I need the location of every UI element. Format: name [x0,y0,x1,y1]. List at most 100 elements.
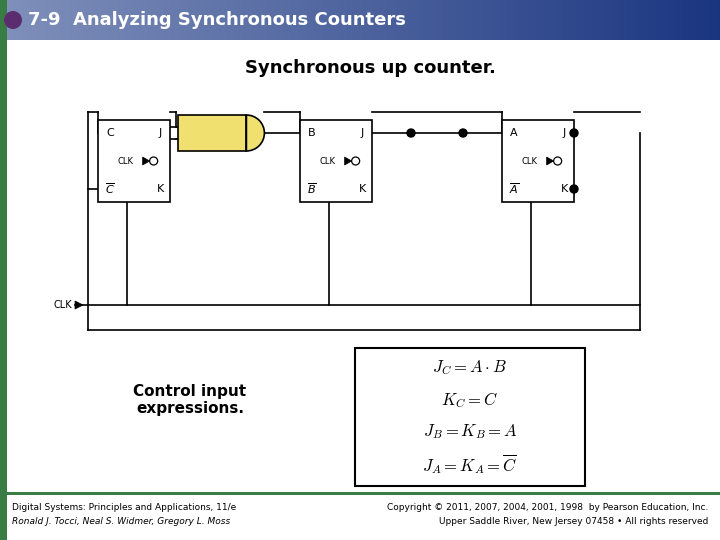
Bar [259,0,263,40]
Bar [513,0,517,40]
Bar [372,0,375,40]
Bar [369,0,373,40]
Bar [333,0,337,40]
Bar [528,0,531,40]
Bar [427,0,431,40]
Bar [185,0,188,40]
Bar [643,0,647,40]
Bar [619,0,623,40]
Bar [166,0,169,40]
Bar [120,0,123,40]
Bar [91,0,94,40]
Bar [230,0,234,40]
Bar [715,0,719,40]
Bar [648,0,652,40]
Bar [706,0,709,40]
Bar [156,0,159,40]
Bar [221,0,224,40]
Bar [9,0,13,40]
Bar [45,0,49,40]
Bar [43,0,47,40]
Bar [240,0,243,40]
Bar [322,0,325,40]
Bar [511,0,515,40]
Bar [405,0,409,40]
Text: J: J [361,128,364,138]
Bar [569,0,572,40]
Bar [444,0,447,40]
Bar [266,0,270,40]
Bar [410,0,414,40]
Bar [639,0,642,40]
Bar [108,0,112,40]
Bar [367,0,371,40]
Bar [562,0,565,40]
Bar [374,0,378,40]
Bar [279,0,282,40]
Bar [463,0,467,40]
Bar [434,0,438,40]
Bar [703,0,706,40]
Bar [477,0,481,40]
Text: J: J [158,128,161,138]
Bar [161,0,164,40]
Bar [58,0,61,40]
Text: K: K [560,184,567,194]
Bar [34,0,37,40]
Bar [36,0,40,40]
Text: Ronald J. Tocci, Neal S. Widmer, Gregory L. Moss: Ronald J. Tocci, Neal S. Widmer, Gregory… [12,517,230,526]
Bar [271,0,274,40]
Bar [38,0,42,40]
Bar [590,0,594,40]
Bar [557,0,560,40]
Bar [293,0,296,40]
Bar [598,0,601,40]
Text: 7-9  Analyzing Synchronous Counters: 7-9 Analyzing Synchronous Counters [28,11,406,29]
Bar [482,0,486,40]
Bar [487,0,490,40]
Bar [197,0,200,40]
Bar [86,0,90,40]
Bar [574,0,577,40]
Bar [401,0,404,40]
Bar [264,0,267,40]
Bar [27,0,30,40]
Bar [509,0,512,40]
Bar [653,0,656,40]
Bar [379,0,382,40]
Circle shape [570,185,578,193]
Bar [451,0,454,40]
Bar [113,0,116,40]
Bar [144,0,148,40]
Bar [612,0,616,40]
Bar [297,0,301,40]
Bar [22,0,25,40]
Bar [243,0,246,40]
Text: $J_C = A \cdot B$: $J_C = A \cdot B$ [433,359,508,377]
Bar [641,0,644,40]
Bar [153,0,157,40]
Text: $J_A = K_A = \overline{C}$: $J_A = K_A = \overline{C}$ [423,452,518,476]
Bar [178,115,246,151]
Bar [202,0,205,40]
Bar [696,0,699,40]
Text: Digital Systems: Principles and Applications, 11/e: Digital Systems: Principles and Applicat… [12,503,236,512]
Bar [535,0,539,40]
Bar [329,0,332,40]
Bar [454,0,457,40]
Bar [605,0,608,40]
Bar [626,0,630,40]
Bar [146,0,150,40]
Bar [281,0,284,40]
Bar [17,0,20,40]
Bar [310,0,313,40]
Bar [233,0,236,40]
Bar [449,0,452,40]
Bar [211,0,215,40]
Bar [238,0,241,40]
Bar [403,0,407,40]
Bar [295,0,299,40]
Bar [461,0,464,40]
Bar [459,0,462,40]
Bar [130,0,133,40]
